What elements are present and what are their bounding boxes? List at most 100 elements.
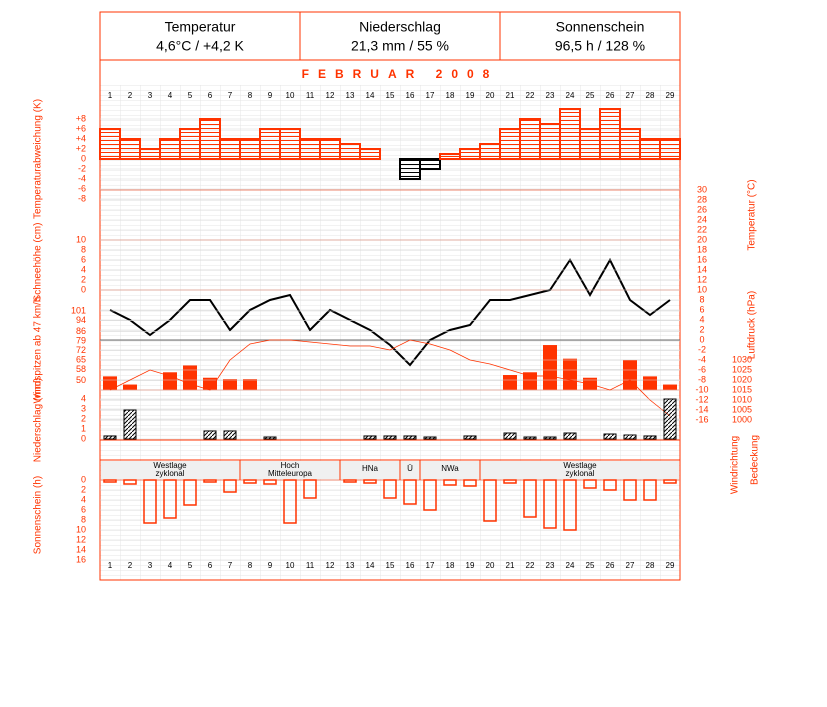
- sun-bar: [603, 479, 617, 491]
- day-label: 11: [306, 91, 315, 100]
- sun-bar: [583, 479, 597, 489]
- y-tick-label: 14: [697, 264, 707, 274]
- day-label: 22: [526, 561, 535, 570]
- axis-title: Luftdruck (hPa): [747, 291, 758, 359]
- y-tick-label: 65: [76, 354, 86, 364]
- deviation-bar: [639, 138, 661, 160]
- y-tick-label: 1020: [732, 374, 752, 384]
- y-tick-label: +8: [76, 113, 86, 123]
- weather-type: HNa: [362, 464, 379, 473]
- day-label: 18: [446, 91, 455, 100]
- day-label: 18: [446, 561, 455, 570]
- deviation-bar: [199, 118, 221, 160]
- y-tick-label: 16: [697, 254, 707, 264]
- y-tick-label: -8: [78, 193, 86, 203]
- day-label: 14: [366, 91, 375, 100]
- y-tick-label: 1025: [732, 364, 752, 374]
- bar: [123, 384, 137, 390]
- y-tick-label: 30: [697, 184, 707, 194]
- bar: [643, 376, 657, 390]
- y-tick-label: -16: [695, 414, 708, 424]
- deviation-bar: [99, 128, 121, 160]
- sun-bar: [123, 479, 137, 485]
- axis-title: Windspitzen ab 47 km/h: [33, 297, 44, 404]
- y-tick-label: -4: [698, 354, 706, 364]
- day-label: 7: [228, 91, 233, 100]
- day-label: 14: [366, 561, 375, 570]
- precip-bar: [643, 435, 657, 440]
- deviation-bar: [519, 118, 541, 160]
- day-label: 12: [326, 561, 335, 570]
- sun-bar: [483, 479, 497, 522]
- day-label: 27: [626, 91, 635, 100]
- y-tick-label: -12: [695, 394, 708, 404]
- day-label: 10: [286, 561, 295, 570]
- y-tick-label: 2: [81, 484, 86, 494]
- deviation-bar: [359, 148, 381, 160]
- bar: [203, 377, 217, 390]
- sun-bar: [163, 479, 177, 519]
- y-tick-label: 16: [76, 554, 86, 564]
- day-label: 25: [586, 91, 595, 100]
- sun-bar: [663, 479, 677, 484]
- y-tick-label: 2: [81, 413, 86, 423]
- bar: [183, 365, 197, 390]
- bar: [163, 372, 177, 390]
- weather-type: NWa: [441, 464, 459, 473]
- day-label: 5: [188, 91, 193, 100]
- weather-type: Ü: [407, 464, 413, 473]
- sun-bar: [383, 479, 397, 499]
- y-tick-label: 0: [81, 284, 86, 294]
- day-label: 24: [566, 561, 575, 570]
- axis-title: Temperaturabweichung (K): [33, 99, 44, 219]
- y-tick-label: 1010: [732, 394, 752, 404]
- y-tick-label: 8: [81, 244, 86, 254]
- day-label: 2: [128, 561, 133, 570]
- axis-title: Sonnenschein (h): [33, 476, 44, 554]
- day-label: 15: [386, 91, 395, 100]
- axis-title: Temperatur (°C): [747, 179, 758, 250]
- y-tick-label: 0: [699, 334, 704, 344]
- weather-type: zyklonal: [566, 469, 595, 478]
- deviation-bar: [259, 128, 281, 160]
- y-tick-label: +6: [76, 123, 86, 133]
- sun-bar: [643, 479, 657, 501]
- y-tick-label: 0: [81, 433, 86, 443]
- y-tick-label: 86: [76, 326, 86, 336]
- y-tick-label: 94: [76, 315, 86, 325]
- y-tick-label: 2: [81, 274, 86, 284]
- y-tick-label: +2: [76, 143, 86, 153]
- precip-bar: [523, 436, 537, 440]
- y-tick-label: 6: [81, 504, 86, 514]
- y-tick-label: 3: [81, 403, 86, 413]
- day-label: 13: [346, 91, 355, 100]
- sun-bar: [363, 479, 377, 484]
- precip-bar: [423, 436, 437, 440]
- y-tick-label: 58: [76, 364, 86, 374]
- day-label: 8: [248, 91, 253, 100]
- day-label: 20: [486, 91, 495, 100]
- day-label: 19: [466, 561, 475, 570]
- y-tick-label: -14: [695, 404, 708, 414]
- precip-bar: [463, 435, 477, 440]
- sun-bar: [423, 479, 437, 511]
- bar: [623, 360, 637, 390]
- header-value: 21,3 mm / 55 %: [351, 38, 449, 54]
- y-tick-label: 0: [81, 474, 86, 484]
- y-tick-label: 8: [699, 294, 704, 304]
- line: [109, 257, 671, 367]
- deviation-bar: [559, 108, 581, 160]
- y-tick-label: 10: [697, 284, 707, 294]
- sun-bar: [103, 479, 117, 483]
- deviation-bar: [599, 108, 621, 160]
- deviation-bar: [119, 138, 141, 160]
- sun-bar: [563, 479, 577, 531]
- y-tick-label: 8: [81, 514, 86, 524]
- deviation-bar: [499, 128, 521, 160]
- precip-bar: [603, 433, 617, 440]
- y-tick-label: 1005: [732, 404, 752, 414]
- sun-bar: [183, 479, 197, 506]
- y-tick-label: 4: [699, 314, 704, 324]
- y-tick-label: 101: [71, 305, 86, 315]
- sun-bar: [283, 479, 297, 524]
